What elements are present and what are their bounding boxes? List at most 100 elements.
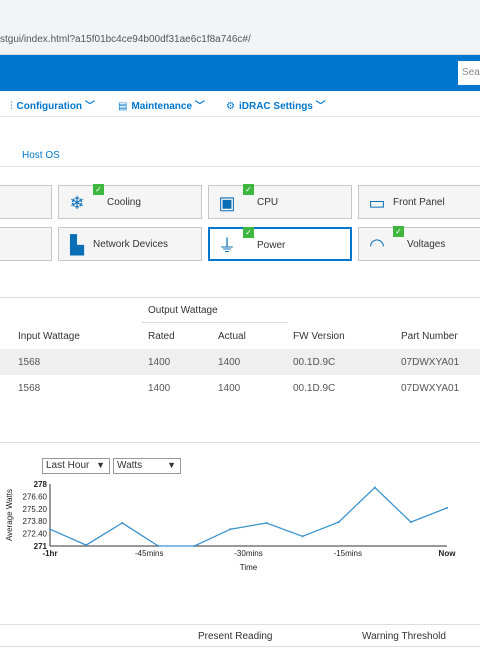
tab-host-os[interactable]: Host OS — [22, 150, 60, 161]
tile-power-label: Power — [257, 240, 286, 251]
menu-idrac-settings-label: iDRAC Settings — [238, 101, 313, 112]
x-tick-label: -30mins — [234, 549, 262, 558]
y-tick-label: 278 — [34, 480, 48, 489]
y-tick-label: 275.20 — [23, 505, 48, 514]
group-header-underline — [142, 322, 288, 323]
unit-value: Watts — [117, 460, 143, 471]
tile-partial-left-2[interactable] — [0, 227, 52, 261]
data-point — [229, 528, 232, 531]
tile-voltages[interactable]: ◠ ✓ Voltages — [358, 226, 480, 261]
cell-input-wattage: 1568 — [18, 383, 41, 394]
y-tick-label: 271 — [34, 542, 48, 551]
tab-divider — [0, 166, 480, 167]
chevron-down-icon: ﹀ — [315, 101, 326, 112]
chevron-down-icon: ﹀ — [194, 101, 205, 112]
sliders-icon: ⫶ — [10, 101, 13, 112]
header-banner — [0, 55, 480, 91]
section-divider — [0, 646, 480, 647]
time-range-value: Last Hour — [46, 460, 90, 471]
tile-partial-left-1[interactable] — [0, 185, 52, 219]
cell-fw-version: 00.1D.9C — [293, 383, 336, 394]
gears-icon: ⚙ — [226, 101, 235, 112]
output-wattage-group-header: Output Wattage — [148, 305, 218, 316]
gauge-icon: ◠ — [369, 235, 385, 255]
cell-rated: 1400 — [148, 383, 171, 394]
x-tick-label: -1hr — [42, 549, 57, 558]
check-icon: ✓ — [243, 184, 254, 195]
tile-network-devices[interactable]: ▙ Network Devices — [58, 227, 202, 261]
data-point — [193, 545, 196, 547]
y-tick-label: 276.60 — [23, 492, 48, 501]
x-axis-title: Time — [240, 563, 258, 572]
table-top-line — [0, 297, 480, 298]
col-warning-threshold: Warning Threshold — [362, 631, 446, 642]
check-icon: ✓ — [393, 226, 404, 237]
tile-front-panel[interactable]: ▭ Front Panel — [358, 185, 480, 219]
cpu-icon: ▣ — [218, 193, 236, 213]
maintenance-icon: ▤ — [118, 101, 128, 112]
data-point — [409, 521, 412, 524]
chevron-down-icon: ▼ — [96, 460, 105, 470]
menu-maintenance[interactable]: ▤ Maintenance ﹀ — [118, 97, 205, 112]
power-plug-icon: ⏚ — [218, 236, 236, 256]
cell-part-number: 07DWXYA01 — [401, 357, 460, 368]
data-point — [373, 486, 376, 489]
col-part-number: Part Number — [401, 331, 458, 342]
y-axis-title: Average Watts — [5, 489, 14, 541]
data-point — [446, 506, 448, 509]
series-line — [49, 486, 448, 547]
unit-select[interactable]: Watts ▼ — [113, 458, 181, 474]
tile-cooling[interactable]: ❄ ✓ Cooling — [58, 184, 202, 219]
cell-input-wattage: 1568 — [18, 357, 41, 368]
chevron-down-icon: ﹀ — [84, 101, 95, 112]
data-point — [337, 521, 340, 524]
tile-cpu[interactable]: ▣ ✓ CPU — [208, 184, 352, 219]
x-tick-label: -15mins — [334, 549, 362, 558]
cell-fw-version: 00.1D.9C — [293, 357, 336, 368]
tile-voltages-label: Voltages — [407, 239, 446, 250]
data-point — [49, 528, 51, 531]
tile-network-devices-label: Network Devices — [93, 239, 169, 250]
cell-actual: 1400 — [218, 357, 241, 368]
data-point — [301, 535, 304, 538]
snowflake-icon: ❄ — [69, 193, 85, 213]
time-range-select[interactable]: Last Hour ▼ — [42, 458, 110, 474]
check-icon: ✓ — [93, 184, 104, 195]
y-tick-label: 272.40 — [23, 530, 48, 539]
section-divider — [0, 442, 480, 443]
tile-front-panel-label: Front Panel — [393, 197, 445, 208]
menu-configuration-label: Configuration — [16, 101, 83, 112]
network-card-icon: ▙ — [70, 235, 84, 255]
col-fw-version: FW Version — [293, 331, 345, 342]
main-menu: ⫶ Configuration ﹀ ▤ Maintenance ﹀ ⚙ iDRAC S… — [0, 91, 480, 117]
section-divider — [0, 624, 480, 625]
y-tick-label: 273.80 — [23, 517, 48, 526]
col-actual: Actual — [218, 331, 246, 342]
col-rated: Rated — [148, 331, 175, 342]
chevron-down-icon: ▼ — [167, 460, 176, 470]
search-input[interactable]: Sea — [458, 61, 480, 85]
x-tick-label: Now — [439, 549, 457, 558]
table-row[interactable]: 1568 1400 1400 00.1D.9C 07DWXYA01 — [0, 349, 480, 375]
data-point — [157, 545, 160, 547]
menu-idrac-settings[interactable]: ⚙ iDRAC Settings ﹀ — [226, 97, 326, 112]
data-point — [265, 521, 268, 524]
data-point — [85, 544, 88, 547]
col-present-reading: Present Reading — [198, 631, 273, 642]
data-point — [121, 521, 124, 524]
cell-rated: 1400 — [148, 357, 171, 368]
x-tick-label: -45mins — [135, 549, 163, 558]
tile-cooling-label: Cooling — [107, 197, 141, 208]
tile-power[interactable]: ⏚ ✓ Power — [208, 227, 352, 261]
table-row[interactable]: 1568 1400 1400 00.1D.9C 07DWXYA01 — [0, 375, 480, 401]
menu-configuration[interactable]: ⫶ Configuration ﹀ — [10, 97, 95, 112]
browser-toolbar: stgui/index.html?a15f01bc4ce94b00df31ae6… — [0, 0, 480, 55]
menu-maintenance-label: Maintenance — [131, 101, 193, 112]
tile-cpu-label: CPU — [257, 197, 279, 208]
power-chart: 278 276.60 275.20 273.80 272.40 271-1hr -45min… — [5, 480, 457, 572]
address-bar[interactable]: stgui/index.html?a15f01bc4ce94b00df31ae6… — [0, 34, 251, 45]
cell-part-number: 07DWXYA01 — [401, 383, 460, 394]
col-input-wattage: Input Wattage — [18, 331, 80, 342]
check-icon: ✓ — [243, 227, 254, 238]
cell-actual: 1400 — [218, 383, 241, 394]
